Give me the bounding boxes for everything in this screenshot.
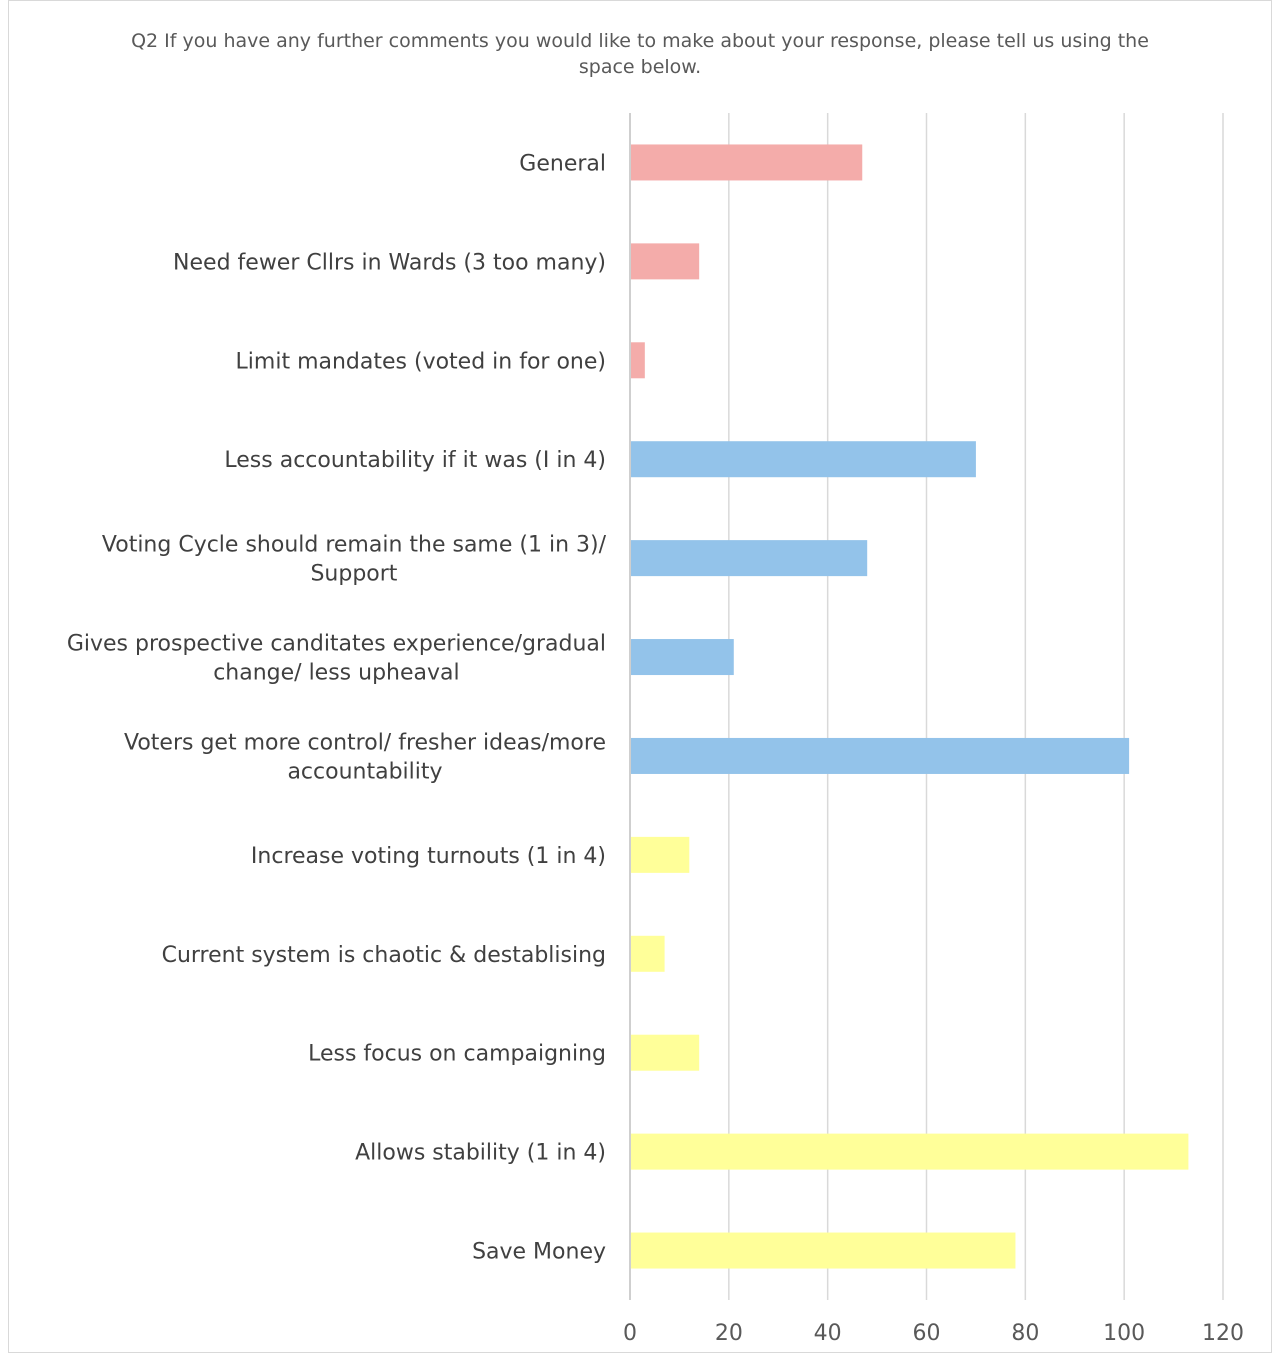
chart-title: Q2 If you have any further comments you … [131,30,1149,78]
x-tick-label-100: 100 [1103,1321,1145,1346]
category-label-6-line-0: Voters get more control/ fresher ideas/m… [124,730,606,755]
bar-3 [631,441,976,478]
category-label-4-line-0: Voting Cycle should remain the same (1 i… [102,533,607,558]
category-label-5-line-0: Gives prospective canditates experience/… [67,632,606,657]
bar-4 [631,540,868,577]
chart-frame [8,0,1272,1353]
category-label-10: Allows stability (1 in 4) [355,1141,606,1166]
category-label-5-line-1: change/ less upheaval [213,661,459,686]
bar-0 [631,144,863,181]
category-label-8: Current system is chaotic & destablising [162,943,606,968]
category-label-7: Increase voting turnouts (1 in 4) [251,844,606,869]
bar-5 [631,639,734,676]
category-label-6-line-1: accountability [287,759,442,784]
bar-1 [631,243,700,280]
category-label-11: Save Money [472,1240,606,1265]
category-label-1: Need fewer Cllrs in Wards (3 too many) [173,250,606,275]
bar-7 [631,836,690,873]
category-label-2: Limit mandates (voted in for one) [236,349,606,374]
bar-6 [631,737,1130,774]
bar-11 [631,1232,1016,1269]
category-label-0: General [519,151,606,176]
category-label-3: Less accountability if it was (I in 4) [224,448,606,473]
x-tick-label-120: 120 [1202,1321,1244,1346]
category-label-9: Less focus on campaigning [308,1042,606,1067]
category-label-4-line-1: Support [310,562,397,587]
x-tick-label-80: 80 [1011,1321,1039,1346]
x-tick-label-0: 0 [623,1321,637,1346]
bar-9 [631,1034,700,1071]
bar-10 [631,1133,1189,1170]
bar-2 [631,342,645,379]
x-tick-label-40: 40 [814,1321,842,1346]
x-tick-label-60: 60 [913,1321,941,1346]
bar-8 [631,935,665,972]
x-tick-label-20: 20 [715,1321,743,1346]
